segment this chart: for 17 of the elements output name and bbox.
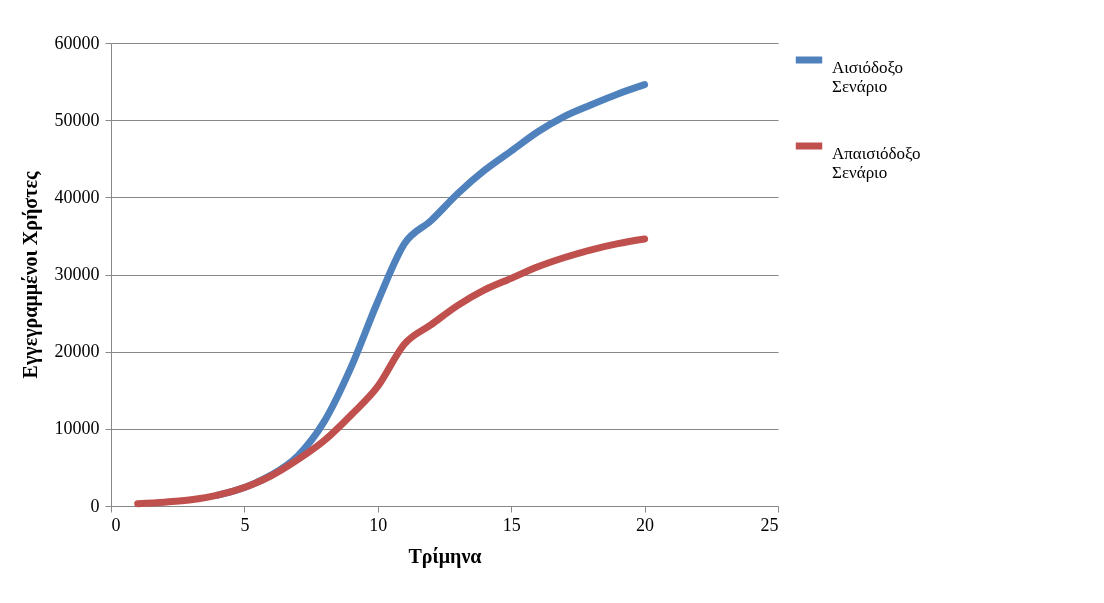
y-tick-label: 10000 bbox=[54, 418, 100, 439]
y-tick-label: 20000 bbox=[54, 341, 100, 362]
legend-label: Αισιόδοξο Σενάριο bbox=[832, 58, 904, 96]
x-tick-label: 15 bbox=[502, 514, 521, 535]
y-axis-title: Εγγεγραμμένοι Χρήστες bbox=[18, 171, 42, 379]
x-tick-label: 10 bbox=[369, 514, 388, 535]
x-axis-title: Τρίμηνα bbox=[408, 544, 482, 568]
x-tick-label: 25 bbox=[760, 514, 779, 535]
y-tick-label: 0 bbox=[90, 495, 100, 516]
y-tick-label: 60000 bbox=[54, 32, 100, 53]
x-tick-label: 20 bbox=[636, 514, 655, 535]
x-tick-label: 5 bbox=[240, 514, 250, 535]
legend-label: Απαισιόδοξο Σενάριο bbox=[832, 144, 921, 182]
y-tick-label: 40000 bbox=[54, 186, 100, 207]
x-tick-label: 0 bbox=[111, 514, 121, 535]
y-tick-label: 30000 bbox=[54, 264, 100, 284]
y-tick-label: 50000 bbox=[54, 109, 100, 130]
